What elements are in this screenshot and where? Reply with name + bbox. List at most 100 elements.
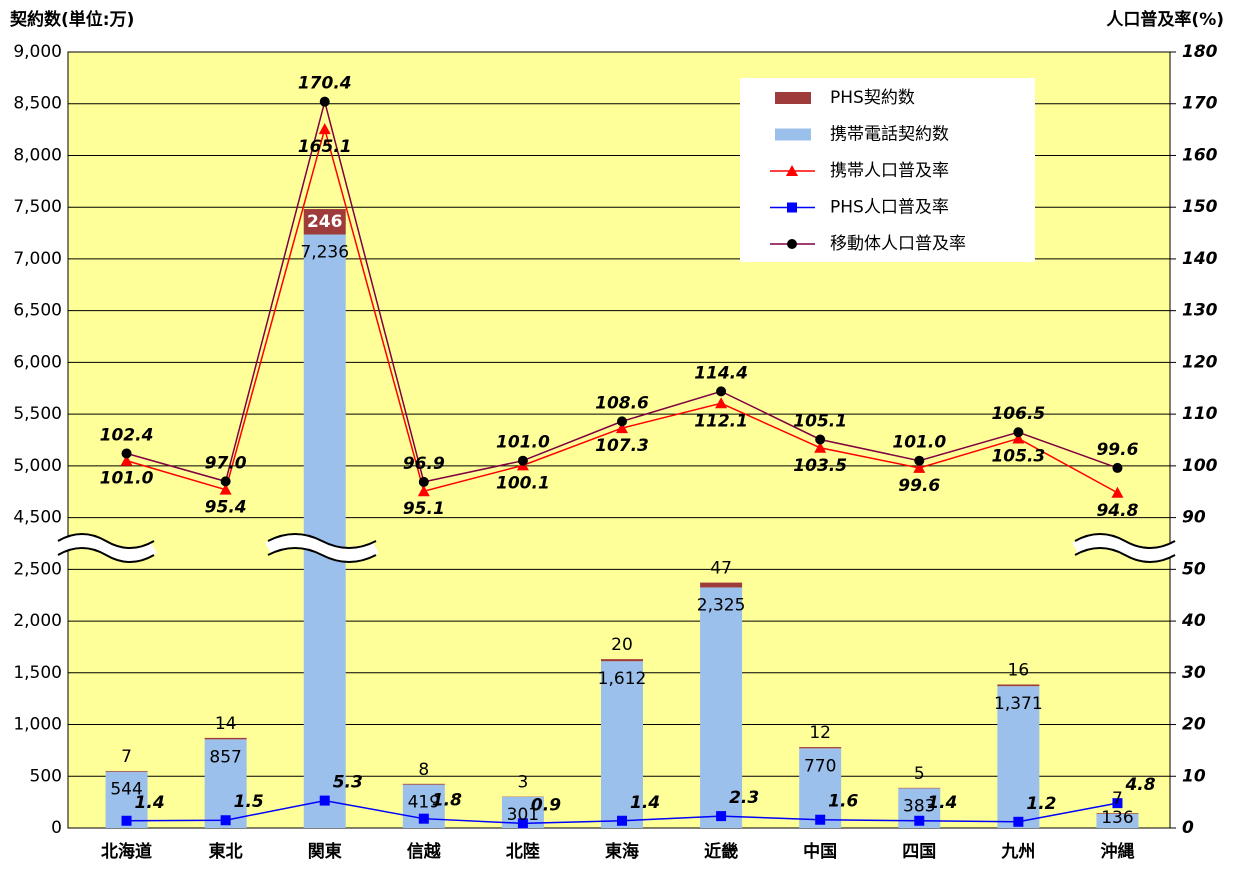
y-tick-label: 9,000 (13, 42, 62, 62)
marker (1112, 463, 1122, 473)
point-label: 112.1 (694, 411, 748, 431)
bar-label: 16 (1008, 660, 1030, 680)
y-tick-label: 6,000 (13, 352, 62, 372)
point-label: 96.9 (403, 454, 445, 474)
x-tick-label: 沖縄 (1100, 841, 1134, 862)
marker (815, 815, 825, 825)
legend-marker (787, 203, 797, 213)
bar-label: 7 (121, 747, 132, 767)
bar-label: 47 (710, 559, 732, 579)
bar-label: 136 (1101, 808, 1133, 828)
marker (914, 816, 924, 826)
y-tick-label: 500 (30, 766, 62, 786)
point-label: 97.0 (205, 453, 247, 473)
y2-tick-label: 160 (1182, 145, 1218, 165)
bar-label: 14 (215, 714, 237, 734)
point-label: 5.3 (333, 773, 363, 793)
point-label: 101.0 (100, 469, 154, 489)
bar-label: 5 (914, 764, 925, 784)
legend-swatch (775, 92, 811, 104)
y-tick-label: 8,000 (13, 145, 62, 165)
point-label: 101.0 (892, 433, 946, 453)
x-tick-label: 信越 (407, 841, 442, 862)
y2-tick-label: 100 (1182, 456, 1218, 476)
point-label: 1.6 (828, 792, 858, 812)
point-label: 165.1 (298, 137, 352, 157)
y-tick-label: 4,500 (13, 508, 62, 528)
marker (320, 97, 330, 107)
point-label: 114.4 (694, 363, 748, 383)
point-label: 1.5 (234, 792, 264, 812)
legend-label: PHS契約数 (830, 88, 915, 108)
point-label: 1.2 (1026, 794, 1056, 814)
bar (601, 659, 643, 661)
bar-label: 12 (809, 723, 831, 743)
y2-tick-label: 140 (1182, 249, 1218, 269)
x-tick-label: 東北 (209, 841, 243, 862)
y2-tick-label: 120 (1182, 352, 1218, 372)
y-tick-label: 6,500 (13, 301, 62, 321)
point-label: 1.4 (135, 793, 165, 813)
point-label: 105.3 (991, 446, 1045, 466)
y2-tick-label: 20 (1182, 715, 1206, 735)
y2-tick-label: 10 (1182, 766, 1206, 786)
bar-label: 3 (517, 773, 528, 793)
bar (106, 771, 148, 772)
y2-tick-label: 130 (1182, 301, 1218, 321)
marker (617, 416, 627, 426)
marker (815, 434, 825, 444)
marker (716, 811, 726, 821)
point-label: 1.8 (432, 791, 462, 811)
point-label: 2.3 (729, 788, 759, 808)
x-tick-label: 四国 (902, 842, 936, 862)
legend-label: PHS人口普及率 (830, 198, 949, 218)
y-tick-label: 7,000 (13, 249, 62, 269)
bar-label: 857 (209, 747, 241, 767)
point-label: 107.3 (595, 436, 649, 456)
y-tick-label: 2,000 (13, 611, 62, 631)
point-label: 0.9 (531, 795, 561, 815)
y2-tick-label: 40 (1181, 611, 1206, 631)
y-tick-label: 1,500 (13, 663, 62, 683)
legend-swatch (775, 129, 811, 141)
bar-label: 20 (611, 635, 633, 655)
point-label: 95.1 (403, 499, 445, 519)
legend-marker (787, 239, 797, 249)
y2-tick-label: 50 (1182, 559, 1206, 579)
marker (1013, 427, 1023, 437)
point-label: 94.8 (1096, 501, 1138, 521)
x-tick-label: 近畿 (704, 841, 738, 862)
legend-label: 移動体人口普及率 (830, 234, 966, 254)
x-tick-label: 東海 (605, 841, 639, 862)
bar (898, 788, 940, 789)
point-label: 170.4 (298, 74, 352, 94)
legend-label: 携帯電話契約数 (830, 125, 949, 145)
point-label: 4.8 (1124, 775, 1155, 795)
bar-label: 7 (1112, 789, 1123, 809)
bar-label: 770 (804, 756, 836, 776)
y-tick-label: 8,500 (13, 94, 62, 114)
point-label: 101.0 (496, 433, 550, 453)
y-tick-label: 2,500 (13, 559, 62, 579)
bar (403, 784, 445, 785)
x-tick-label: 中国 (803, 841, 837, 862)
point-label: 99.6 (1096, 440, 1138, 460)
point-label: 100.1 (496, 473, 550, 493)
y2-tick-label: 150 (1182, 197, 1218, 217)
marker (122, 448, 132, 458)
bar (700, 583, 742, 588)
marker (617, 816, 627, 826)
y-tick-label: 5,500 (13, 404, 62, 424)
y2-tick-label: 180 (1182, 42, 1218, 62)
x-tick-label: 北陸 (506, 841, 540, 862)
bar (205, 738, 247, 739)
point-label: 102.4 (100, 425, 154, 445)
y-tick-label: 5,000 (13, 456, 62, 476)
marker (419, 814, 429, 824)
point-label: 95.4 (205, 498, 247, 518)
bar-label: 8 (418, 760, 429, 780)
marker (221, 815, 231, 825)
bar (304, 235, 346, 828)
y-tick-label: 7,500 (13, 197, 62, 217)
